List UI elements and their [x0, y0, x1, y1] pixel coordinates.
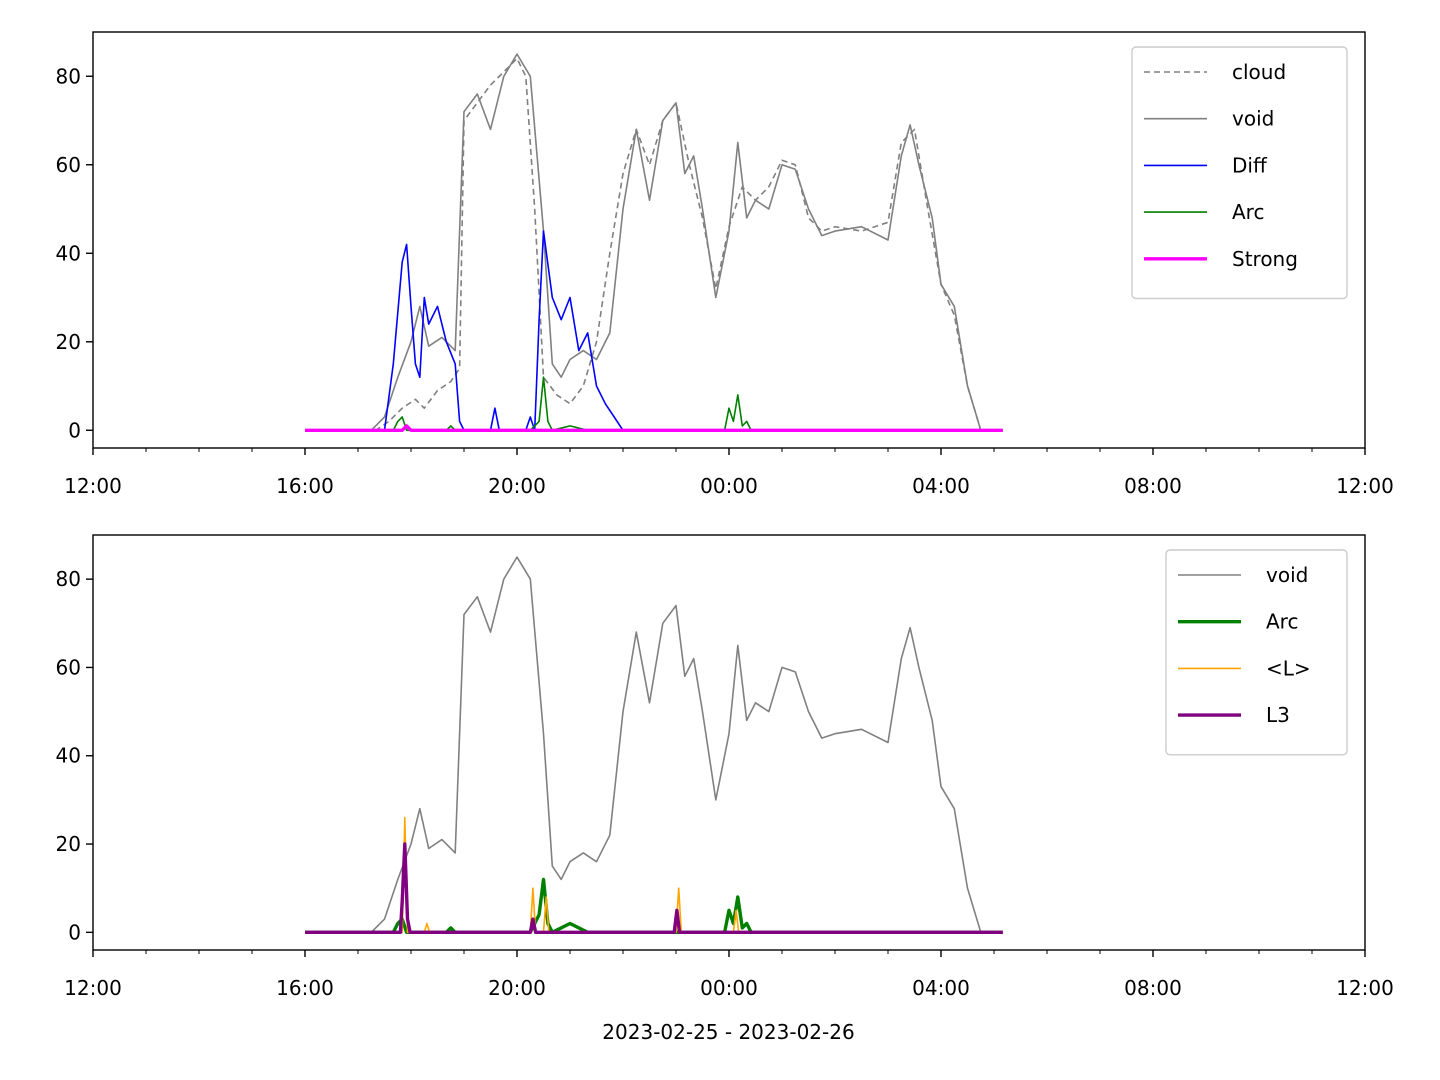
y-tick-label: 40	[56, 744, 81, 768]
y-tick-label: 80	[56, 567, 81, 591]
series-line-void	[305, 53, 1003, 432]
series-line-diff	[305, 230, 1003, 432]
legend-box	[1131, 46, 1348, 300]
x-axis-label: 2023-02-25 - 2023-02-26	[602, 1020, 854, 1044]
legend-label-diff: Diff	[1232, 153, 1268, 177]
legend-label-strong: Strong	[1232, 247, 1298, 271]
y-tick-label: 40	[56, 241, 81, 265]
x-tick-label: 00:00	[700, 976, 758, 1000]
x-tick-label: 20:00	[488, 976, 546, 1000]
legend-label-l3: L3	[1266, 703, 1290, 727]
y-tick-label: 60	[56, 655, 81, 679]
x-tick-label: 04:00	[912, 976, 970, 1000]
y-tick-label: 60	[56, 153, 81, 177]
x-tick-label: 12:00	[1336, 976, 1394, 1000]
y-tick-label: 20	[56, 330, 81, 354]
legend-label-void: void	[1232, 107, 1274, 131]
x-tick-label: 12:00	[64, 474, 122, 498]
legend-label-cloud: cloud	[1232, 60, 1286, 84]
x-tick-label: 12:00	[1336, 474, 1394, 498]
x-tick-label: 16:00	[276, 474, 334, 498]
series-group	[305, 556, 1003, 934]
legend-box	[1165, 549, 1348, 756]
series-group	[305, 53, 1003, 432]
legend-label-void: void	[1266, 563, 1308, 587]
y-tick-label: 80	[56, 64, 81, 88]
series-line-l3	[305, 842, 1003, 934]
x-tick-label: 00:00	[700, 474, 758, 498]
bottom-chart-panel: 0 20 40 60 80 12:00 16:00 20:00 00:00 04:00 08:00 1…	[56, 534, 1394, 1000]
legend-label-arc: Arc	[1266, 610, 1298, 634]
series-line-void	[305, 556, 1003, 934]
x-tick-label: 08:00	[1124, 976, 1182, 1000]
x-tick-label: 20:00	[488, 474, 546, 498]
legend-label-arc: Arc	[1232, 200, 1264, 224]
y-tick-label: 20	[56, 832, 81, 856]
x-tick-label: 08:00	[1124, 474, 1182, 498]
legend-label-l: <L>	[1266, 656, 1311, 680]
x-tick-label: 12:00	[64, 976, 122, 1000]
top-chart-panel: 0 20 40 60 80 12:00 16:00 20:00 00:00 04:00 08:00 1…	[56, 31, 1394, 498]
y-tick-label: 0	[68, 920, 81, 944]
series-line-strong	[305, 424, 1003, 432]
y-tick-label: 0	[68, 418, 81, 442]
x-tick-label: 16:00	[276, 976, 334, 1000]
x-tick-label: 04:00	[912, 474, 970, 498]
